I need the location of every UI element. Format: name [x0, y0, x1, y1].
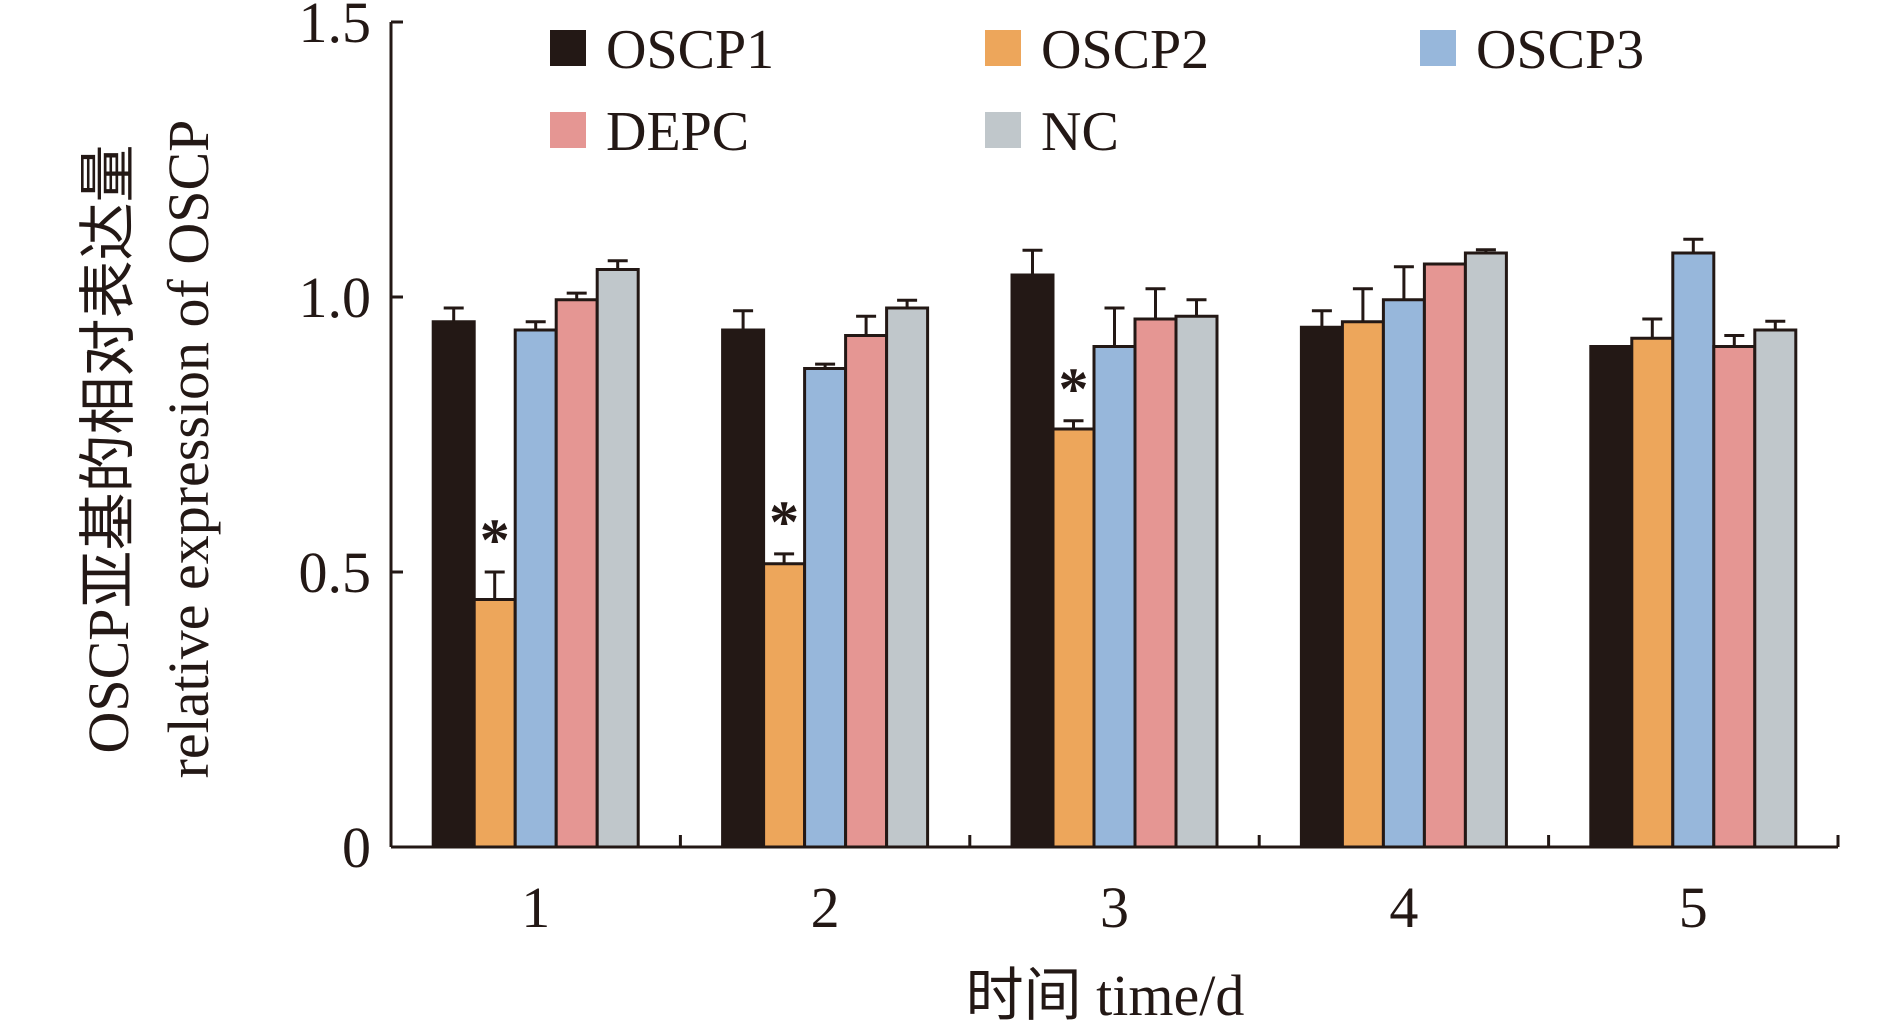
- x-tick-label: 5: [1679, 875, 1708, 940]
- y-tick-label: 1.0: [299, 265, 372, 330]
- bar-oscp1-day2: [721, 328, 766, 849]
- x-tick-label: 4: [1389, 875, 1418, 940]
- bar-oscp1-day1: [431, 320, 476, 849]
- x-axis-title: 时间 time/d: [966, 963, 1245, 1028]
- legend-swatch-nc: [985, 112, 1021, 148]
- legend: OSCP1 OSCP2 OSCP3 DEPC NC: [550, 19, 1644, 163]
- bar-oscp2-day5: [1630, 336, 1675, 849]
- bar-nc-day4: [1463, 251, 1508, 849]
- bar-depc-day1: [554, 298, 599, 849]
- y-axis-title-chinese: OSCP亚基的相对表达量: [76, 144, 141, 753]
- bar-oscp2-day1: [472, 598, 517, 849]
- legend-label-depc: DEPC: [606, 101, 749, 163]
- bar-depc-day4: [1422, 262, 1467, 849]
- significance-marker: *: [480, 507, 510, 573]
- significance-marker: *: [1059, 356, 1089, 422]
- legend-label-oscp1: OSCP1: [606, 19, 774, 81]
- bar-nc-day2: [885, 306, 930, 849]
- bar-oscp2-day3: [1051, 427, 1096, 849]
- legend-swatch-depc: [550, 112, 586, 148]
- bar-oscp2-day2: [762, 562, 807, 849]
- bar-depc-day5: [1712, 345, 1757, 849]
- bar-depc-day3: [1133, 317, 1178, 849]
- bar-oscp1-day3: [1010, 273, 1055, 849]
- bar-oscp1-day4: [1299, 325, 1344, 849]
- y-tick-label: 0.5: [299, 540, 372, 605]
- y-tick-label: 0: [342, 815, 371, 880]
- bar-oscp3-day5: [1671, 251, 1716, 849]
- bar-nc-day3: [1174, 314, 1219, 849]
- x-tick-label: 2: [811, 875, 840, 940]
- legend-swatch-oscp2: [985, 30, 1021, 66]
- legend-label-oscp3: OSCP3: [1476, 19, 1644, 81]
- legend-label-oscp2: OSCP2: [1041, 19, 1209, 81]
- y-tick-label: 1.5: [299, 0, 372, 55]
- bar-nc-day1: [595, 268, 640, 849]
- bar-depc-day2: [844, 334, 889, 849]
- plot-area: 0 0.5 1.0 1.5 1 2 3 4 5 * * *: [299, 0, 1840, 940]
- y-axis-title-english: relative expression of OSCP: [156, 120, 221, 779]
- bar-nc-day5: [1753, 328, 1798, 849]
- legend-swatch-oscp1: [550, 30, 586, 66]
- x-tick-label: 3: [1100, 875, 1129, 940]
- significance-marker: *: [769, 489, 799, 555]
- bar-oscp2-day4: [1340, 320, 1385, 849]
- bar-oscp3-day1: [513, 328, 558, 849]
- bar-oscp3-day3: [1092, 345, 1137, 849]
- bar-oscp1-day5: [1589, 345, 1634, 849]
- legend-label-nc: NC: [1041, 101, 1119, 163]
- legend-swatch-oscp3: [1420, 30, 1456, 66]
- x-tick-label: 1: [521, 875, 550, 940]
- bar-oscp3-day2: [803, 367, 848, 849]
- y-axis-title: OSCP亚基的相对表达量 relative expression of OSCP: [76, 120, 221, 779]
- bar-oscp3-day4: [1381, 298, 1426, 849]
